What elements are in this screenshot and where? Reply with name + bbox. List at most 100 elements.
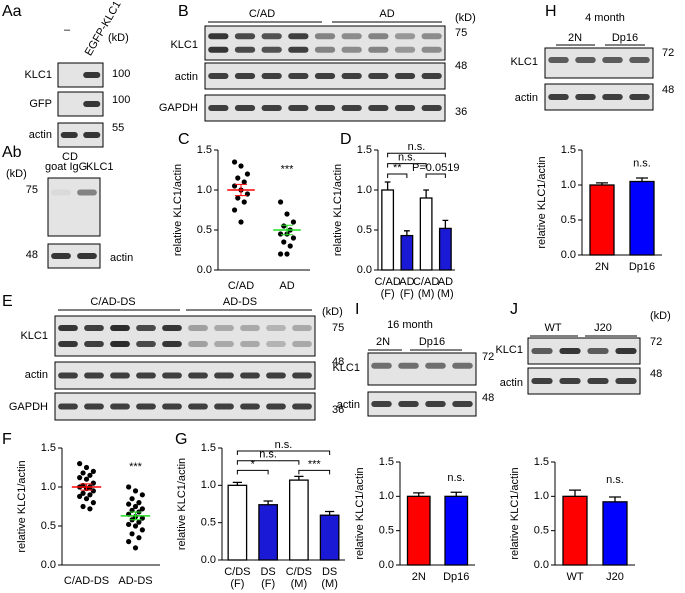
band xyxy=(188,372,208,379)
band xyxy=(240,372,260,379)
error-bar xyxy=(384,181,391,190)
data-point xyxy=(238,163,244,169)
bar xyxy=(562,495,588,566)
bar xyxy=(602,501,628,566)
band xyxy=(575,57,596,63)
data-point xyxy=(132,545,139,551)
data-point xyxy=(87,472,93,478)
data-point xyxy=(238,219,244,225)
data-point xyxy=(126,539,132,545)
data-point xyxy=(83,476,90,482)
x-tick-label: (F) xyxy=(261,578,275,590)
band xyxy=(136,372,156,379)
annotation: *** xyxy=(308,458,322,470)
data-point xyxy=(231,159,238,165)
data-point xyxy=(126,501,132,507)
panel-label: H xyxy=(545,3,557,20)
band xyxy=(314,33,336,40)
band xyxy=(83,132,101,138)
data-point xyxy=(284,211,290,217)
band xyxy=(51,253,71,259)
y-axis-label: relative KLC1/actin xyxy=(172,164,184,256)
lane-label: goat IgG xyxy=(45,161,87,173)
x-tick-label: AD xyxy=(279,280,294,292)
band xyxy=(136,403,156,410)
band xyxy=(58,403,78,410)
y-tick-label: 1.0 xyxy=(197,184,212,196)
row-label: actin xyxy=(25,369,48,381)
annotation: n.s. xyxy=(606,474,624,486)
x-tick-label: (M) xyxy=(321,578,338,590)
data-point xyxy=(87,506,93,512)
annotation: n.s. xyxy=(408,141,426,153)
y-axis-label: relative KLC1/actin xyxy=(16,460,28,552)
band xyxy=(240,341,260,347)
band xyxy=(208,105,229,111)
band xyxy=(162,372,182,379)
band xyxy=(615,378,637,384)
x-tick-label: AD-DS xyxy=(118,575,152,587)
error-bar xyxy=(609,496,621,502)
row-label: actin xyxy=(500,377,523,389)
band xyxy=(58,341,78,347)
x-tick-label: (F) xyxy=(381,288,395,300)
band xyxy=(548,57,569,63)
band xyxy=(629,57,650,63)
band xyxy=(288,73,309,79)
data-point xyxy=(277,251,284,257)
annotation: ** xyxy=(393,162,402,174)
data-point xyxy=(80,470,86,476)
lane-label: EGFP-KLC1 xyxy=(83,0,124,58)
bar xyxy=(381,189,395,271)
lane-label: CD xyxy=(62,151,78,163)
data-point xyxy=(77,475,83,481)
y-axis-label: relative KLC1/actin xyxy=(536,156,548,248)
band xyxy=(314,105,336,111)
y-tick-label: 0.5 xyxy=(561,214,576,226)
lane-label: 2N xyxy=(376,336,390,348)
x-tick-label: (M) xyxy=(291,578,308,590)
data-point xyxy=(77,461,83,467)
x-tick-label: C/DS xyxy=(286,566,312,578)
row-label: GFP xyxy=(29,98,52,110)
row-label: KLC1 xyxy=(170,39,198,51)
band xyxy=(371,401,392,407)
band xyxy=(314,46,336,53)
data-point xyxy=(87,492,93,498)
error-bar xyxy=(423,189,430,198)
data-point xyxy=(90,500,96,506)
band xyxy=(615,348,637,354)
y-tick-label: 1.5 xyxy=(41,442,56,454)
band xyxy=(602,94,623,100)
band xyxy=(425,362,446,369)
kd-label: 72 xyxy=(662,47,674,59)
band xyxy=(77,253,97,259)
y-tick-label: 1.0 xyxy=(41,481,56,493)
bar xyxy=(419,197,433,271)
band xyxy=(234,46,256,53)
band xyxy=(51,189,71,196)
data-point xyxy=(139,492,145,498)
data-point xyxy=(126,484,132,490)
y-tick-label: 1.5 xyxy=(197,144,212,156)
band xyxy=(314,73,336,79)
y-tick-label: 0.0 xyxy=(379,559,394,571)
annotation: n.s. xyxy=(259,449,277,461)
band xyxy=(292,372,312,379)
data-point xyxy=(80,503,86,510)
lane-label: Dp16 xyxy=(612,32,638,44)
data-point xyxy=(277,199,284,205)
y-tick-label: 0.5 xyxy=(534,525,549,537)
band xyxy=(421,105,442,111)
band xyxy=(531,348,553,354)
row-label: KLC1 xyxy=(510,56,538,68)
x-tick-label: Dp16 xyxy=(629,261,655,273)
data-point xyxy=(83,464,90,471)
row-label: KLC1 xyxy=(20,330,48,342)
band xyxy=(261,46,282,53)
x-tick-label: DS xyxy=(260,566,275,578)
band xyxy=(110,325,130,331)
band xyxy=(188,325,208,331)
kd-label: 48 xyxy=(455,60,467,72)
data-point xyxy=(290,235,297,241)
